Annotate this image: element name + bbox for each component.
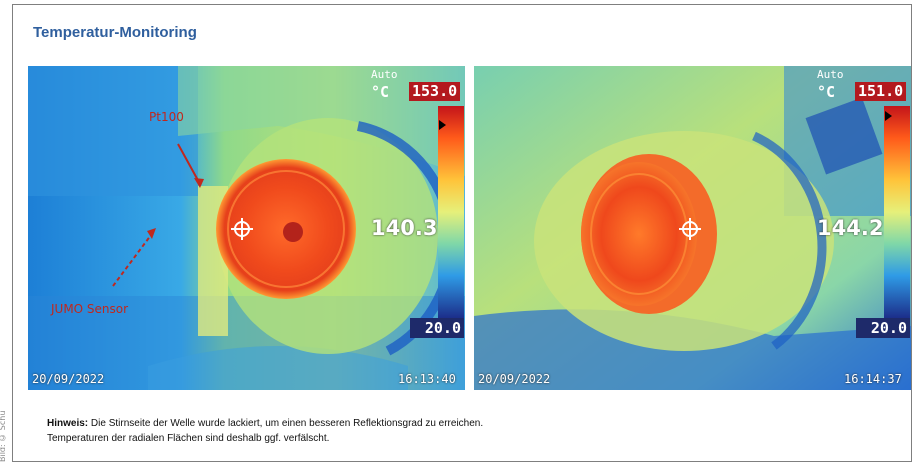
note-line-1-text: Die Stirnseite der Welle wurde lackiert,… bbox=[90, 418, 484, 429]
image-credit: Bild: © Schu bbox=[0, 410, 7, 462]
thermal-scene-right bbox=[474, 66, 911, 390]
unit-label: °C bbox=[817, 83, 836, 101]
spot-temperature: 144.2 bbox=[817, 216, 884, 240]
capture-time: 16:13:40 bbox=[398, 372, 456, 386]
capture-time: 16:14:37 bbox=[844, 372, 902, 386]
crosshair-icon bbox=[679, 218, 701, 240]
note-text: Hinweis: Die Stirnseite der Welle wurde … bbox=[47, 416, 483, 446]
capture-date: 20/09/2022 bbox=[478, 372, 551, 386]
scale-max-value: 153.0 bbox=[409, 82, 461, 101]
sensor-label: JUMO Sensor bbox=[51, 302, 129, 316]
thermal-image-left: Auto °C 153.0 20.0 140.3 Pt100 JUMO Sens… bbox=[28, 66, 465, 390]
capture-date: 20/09/2022 bbox=[32, 372, 105, 386]
note-line-2: Temperaturen der radialen Flächen sind d… bbox=[47, 433, 330, 444]
thermal-image-right: Auto °C 151.0 20.0 144.2 20/09/2022 16:1… bbox=[474, 66, 911, 390]
mode-label: Auto bbox=[371, 68, 398, 81]
scale-min-value: 20.0 bbox=[856, 318, 910, 338]
note-line-1: Hinweis: Die Stirnseite der Welle wurde … bbox=[47, 416, 483, 431]
pt100-label: Pt100 bbox=[149, 110, 184, 124]
mode-label: Auto bbox=[817, 68, 844, 81]
scale-min-value: 20.0 bbox=[410, 318, 464, 338]
spot-temperature: 140.3 bbox=[371, 216, 438, 240]
unit-label: °C bbox=[371, 83, 390, 101]
page-title: Temperatur-Monitoring bbox=[33, 24, 197, 41]
thermal-scene-left bbox=[28, 66, 465, 390]
scale-max-value: 151.0 bbox=[855, 82, 907, 101]
note-label: Hinweis: bbox=[47, 418, 89, 429]
crosshair-icon bbox=[231, 218, 253, 240]
